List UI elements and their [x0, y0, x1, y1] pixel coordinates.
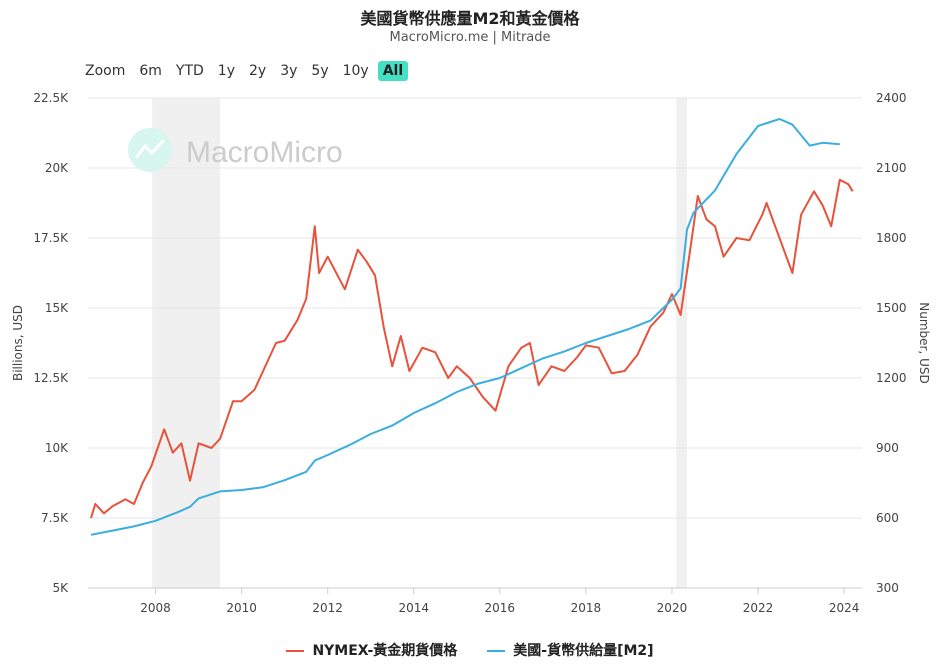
y-tick-right: 1500 — [876, 301, 907, 315]
y-tick-left: 10K — [45, 441, 69, 455]
y-axis-right-label: Number, USD — [917, 302, 931, 383]
legend-item-m2[interactable]: 美國-貨幣供給量[M2] — [487, 640, 654, 660]
y-tick-right: 1800 — [876, 231, 907, 245]
x-tick-label: 2018 — [571, 601, 602, 615]
legend-label-gold: NYMEX-黃金期貨價格 — [312, 643, 458, 659]
gold-price-line — [90, 178, 854, 519]
range-ytd[interactable]: YTD — [175, 63, 204, 79]
y-tick-left: 5K — [52, 581, 69, 595]
legend-label-m2: 美國-貨幣供給量[M2] — [513, 643, 654, 659]
zoom-label: Zoom — [85, 63, 126, 79]
y-tick-left: 20K — [45, 161, 69, 175]
y-tick-right: 2100 — [876, 161, 907, 175]
range-10y[interactable]: 10y — [342, 63, 369, 79]
legend-swatch-gold — [286, 650, 305, 652]
x-tick-label: 2012 — [312, 601, 343, 615]
range-2y[interactable]: 2y — [249, 63, 267, 79]
chart-title: 美國貨幣供應量M2和黃金價格 — [360, 9, 580, 28]
range-selector: Zoom 6m YTD 1y 2y 3y 5y 10y All — [80, 61, 409, 81]
chart-subtitle: MacroMicro.me | Mitrade — [389, 30, 551, 45]
y-tick-right: 2400 — [876, 91, 907, 105]
x-tick-label: 2020 — [657, 601, 688, 615]
legend: NYMEX-黃金期貨價格 美國-貨幣供給量[M2] — [0, 640, 940, 660]
range-3y[interactable]: 3y — [280, 63, 298, 79]
y-tick-left: 7.5K — [41, 511, 69, 525]
y-axis-left-label: Billions, USD — [11, 305, 25, 381]
y-tick-left: 15K — [45, 301, 69, 315]
recession-band — [152, 98, 221, 588]
range-1y[interactable]: 1y — [217, 63, 235, 79]
range-all[interactable]: All — [377, 61, 409, 81]
range-5y[interactable]: 5y — [311, 63, 329, 79]
legend-swatch-m2 — [487, 650, 506, 652]
m2-supply-line — [90, 118, 840, 536]
x-tick-label: 2016 — [485, 601, 516, 615]
y-tick-right: 300 — [876, 581, 899, 595]
y-tick-left: 22.5K — [33, 91, 69, 105]
y-tick-left: 12.5K — [33, 371, 69, 385]
x-tick-label: 2010 — [226, 601, 257, 615]
watermark: MacroMicro — [128, 128, 343, 172]
recession-band — [676, 98, 688, 588]
watermark-text: MacroMicro — [186, 136, 343, 169]
x-tick-label: 2014 — [398, 601, 429, 615]
y-tick-right: 900 — [876, 441, 899, 455]
range-6m[interactable]: 6m — [139, 63, 162, 79]
x-tick-label: 2008 — [140, 601, 171, 615]
watermark-logo-line — [134, 138, 166, 159]
y-tick-right: 600 — [876, 511, 899, 525]
y-tick-left: 17.5K — [33, 231, 69, 245]
x-tick-label: 2024 — [829, 601, 860, 615]
y-tick-right: 1200 — [876, 371, 907, 385]
x-tick-label: 2022 — [743, 601, 774, 615]
legend-item-gold[interactable]: NYMEX-黃金期貨價格 — [286, 640, 457, 660]
